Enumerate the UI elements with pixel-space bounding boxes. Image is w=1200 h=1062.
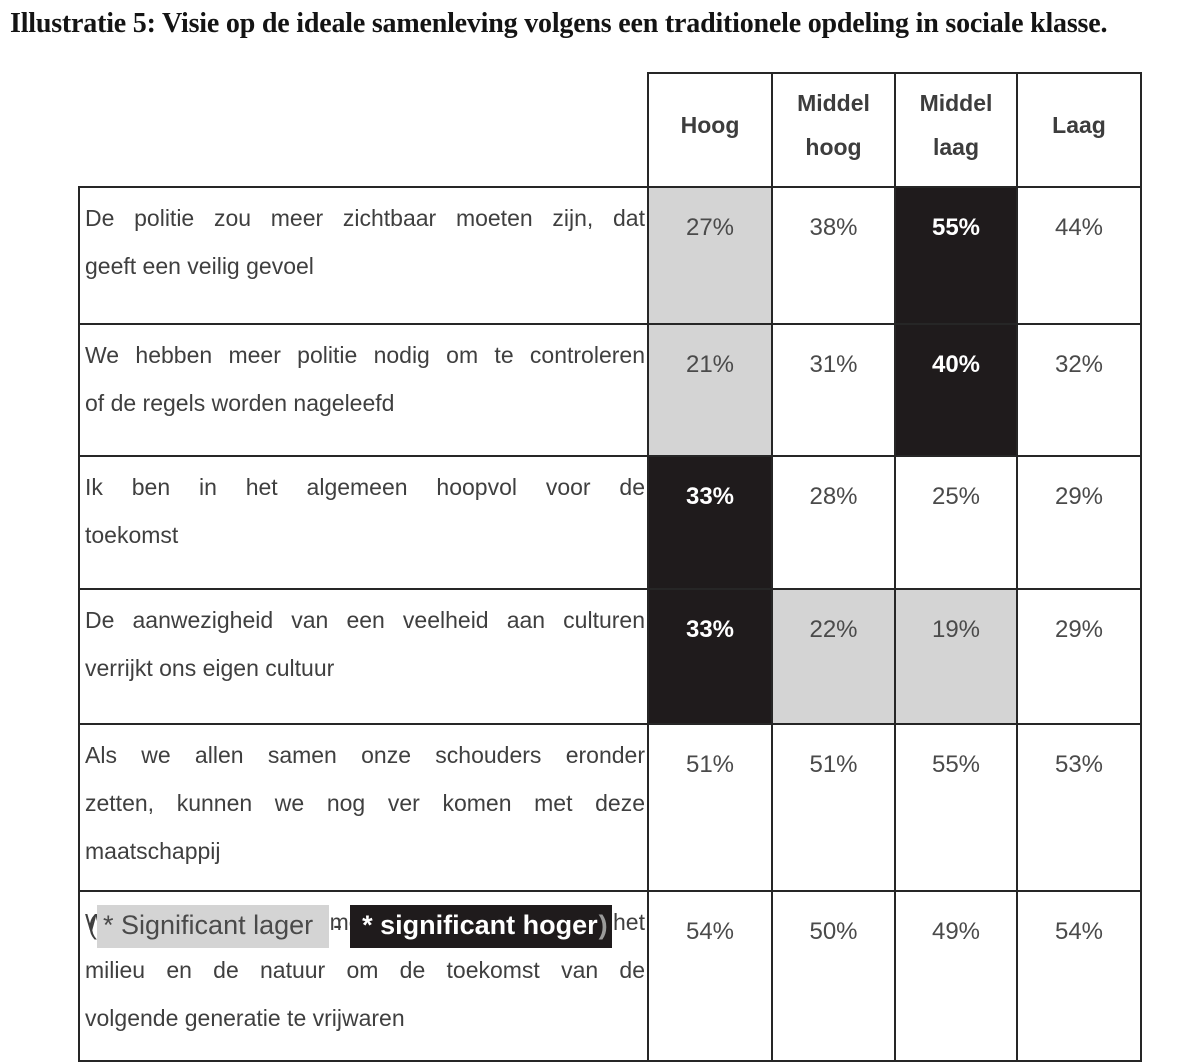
- value-cell: 22%: [771, 588, 896, 725]
- value-cell: 31%: [771, 323, 896, 457]
- value-cell: 51%: [771, 723, 896, 892]
- statement-line: volgende generatie te vrijwaren: [85, 1005, 405, 1031]
- legend-close-paren: ): [598, 910, 608, 940]
- legend-higher-label: * significant hoger): [350, 905, 612, 948]
- statement-line: De politie zou meer zichtbaar moeten zij…: [85, 205, 645, 231]
- statement-line: maatschappij: [85, 838, 221, 864]
- value-cell: 38%: [771, 186, 896, 325]
- value-cell: 32%: [1016, 323, 1142, 457]
- column-header-laag: Laag: [1016, 72, 1142, 188]
- value-cell: 55%: [894, 723, 1018, 892]
- value-cell: 29%: [1016, 588, 1142, 725]
- value-cell: 53%: [1016, 723, 1142, 892]
- table-row: De politie zou meer zichtbaar moeten zij…: [78, 186, 1142, 325]
- statement-line: Ik ben in het algemeen hoopvol voor de: [85, 474, 645, 500]
- value-cell: 40%: [894, 323, 1018, 457]
- value-cell: 25%: [894, 455, 1018, 590]
- statement-cell: We hebben meer politie nodig om te contr…: [78, 323, 649, 457]
- table-row: Ik ben in het algemeen hoopvol voor de to…: [78, 455, 1142, 590]
- column-header-middel-laag: Middel laag: [894, 72, 1018, 188]
- legend: (* Significant lager - * significant hoger…: [88, 904, 612, 948]
- table-row: De aanwezigheid van een veelheid aan cul…: [78, 588, 1142, 725]
- empty-corner-cell: [79, 73, 648, 187]
- statement-cell: De aanwezigheid van een veelheid aan cul…: [78, 588, 649, 725]
- value-cell: 29%: [1016, 455, 1142, 590]
- value-cell: 27%: [647, 186, 773, 325]
- header-row: Hoog Middel hoog Middel laag Laag: [79, 72, 1142, 188]
- value-cell: 44%: [1016, 186, 1142, 325]
- legend-open-paren: (: [88, 910, 97, 940]
- statement-line: of de regels worden nageleefd: [85, 390, 395, 416]
- value-cell: 33%: [647, 588, 773, 725]
- value-cell: 33%: [647, 455, 773, 590]
- value-cell: 28%: [771, 455, 896, 590]
- value-cell: 50%: [771, 890, 896, 1062]
- statement-line: De aanwezigheid van een veelheid aan cul…: [85, 607, 645, 633]
- value-cell: 54%: [647, 890, 773, 1062]
- statement-line: zetten, kunnen we nog ver komen met deze: [85, 790, 645, 816]
- legend-higher-text: * significant hoger: [362, 910, 598, 940]
- statement-line: geeft een veilig gevoel: [85, 253, 314, 279]
- column-header-hoog: Hoog: [647, 72, 773, 188]
- value-cell: 51%: [647, 723, 773, 892]
- value-cell: 55%: [894, 186, 1018, 325]
- statement-line: toekomst: [85, 522, 179, 548]
- legend-separator: -: [333, 910, 343, 940]
- figure-caption: Illustratie 5: Visie op de ideale samenl…: [10, 8, 1108, 39]
- value-cell: 21%: [647, 323, 773, 457]
- statement-line: verrijkt ons eigen cultuur: [85, 655, 335, 681]
- statement-cell: Als we allen samen onze schouders eronde…: [78, 723, 649, 892]
- statement-cell: De politie zou meer zichtbaar moeten zij…: [78, 186, 649, 325]
- value-cell: 49%: [894, 890, 1018, 1062]
- statement-line: We hebben meer politie nodig om te contr…: [85, 342, 645, 368]
- column-header-middel-hoog: Middel hoog: [771, 72, 896, 188]
- table-header: Hoog Middel hoog Middel laag Laag: [79, 72, 1142, 188]
- statement-line: Als we allen samen onze schouders eronde…: [85, 742, 645, 768]
- value-cell: 19%: [894, 588, 1018, 725]
- statement-line: milieu en de natuur om de toekomst van d…: [85, 957, 645, 983]
- legend-lower-label: * Significant lager: [97, 905, 330, 948]
- table-row: Als we allen samen onze schouders eronde…: [78, 723, 1142, 892]
- statement-cell: Ik ben in het algemeen hoopvol voor de to…: [78, 455, 649, 590]
- value-cell: 54%: [1016, 890, 1142, 1062]
- table-row: We hebben meer politie nodig om te contr…: [78, 323, 1142, 457]
